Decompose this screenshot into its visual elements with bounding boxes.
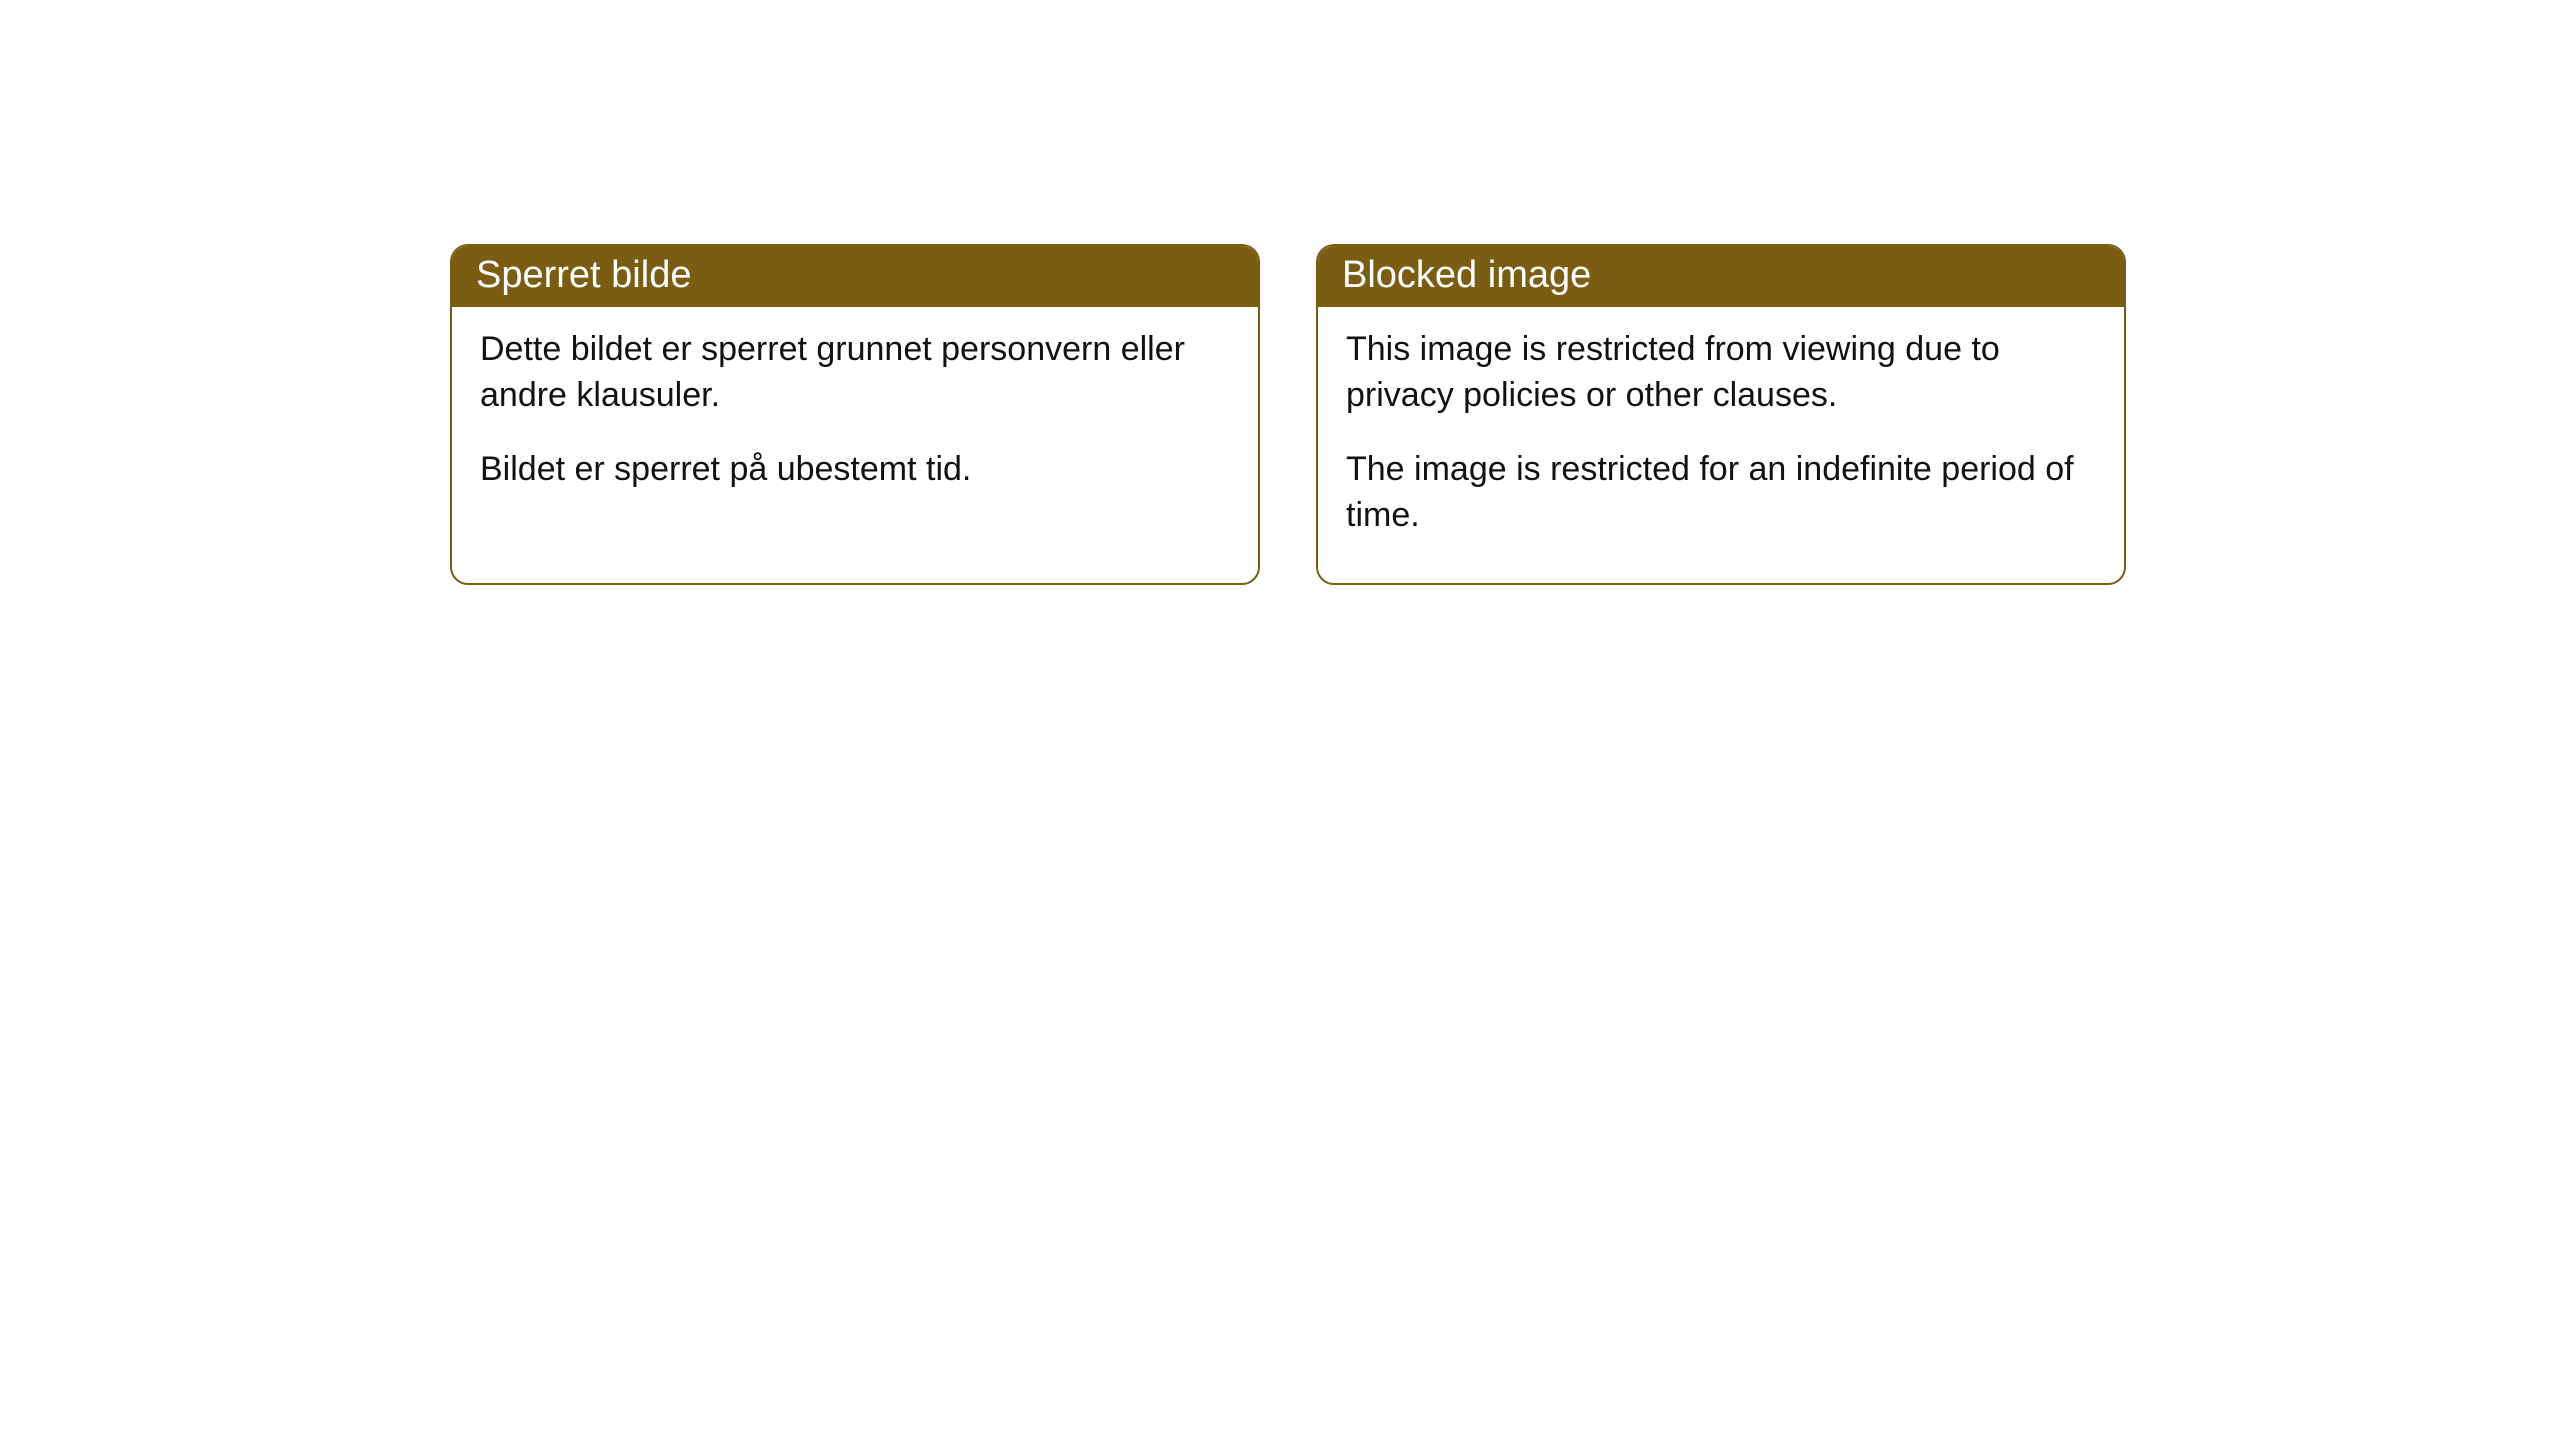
card-paragraph: Dette bildet er sperret grunnet personve… xyxy=(480,327,1230,419)
notice-card-norwegian: Sperret bilde Dette bildet er sperret gr… xyxy=(450,244,1260,585)
card-paragraph: The image is restricted for an indefinit… xyxy=(1346,447,2096,539)
card-paragraph: Bildet er sperret på ubestemt tid. xyxy=(480,447,1230,493)
card-body: Dette bildet er sperret grunnet personve… xyxy=(452,307,1258,537)
card-body: This image is restricted from viewing du… xyxy=(1318,307,2124,583)
notice-card-english: Blocked image This image is restricted f… xyxy=(1316,244,2126,585)
notice-container: Sperret bilde Dette bildet er sperret gr… xyxy=(0,0,2560,585)
card-paragraph: This image is restricted from viewing du… xyxy=(1346,327,2096,419)
card-header: Blocked image xyxy=(1318,246,2124,307)
card-header: Sperret bilde xyxy=(452,246,1258,307)
